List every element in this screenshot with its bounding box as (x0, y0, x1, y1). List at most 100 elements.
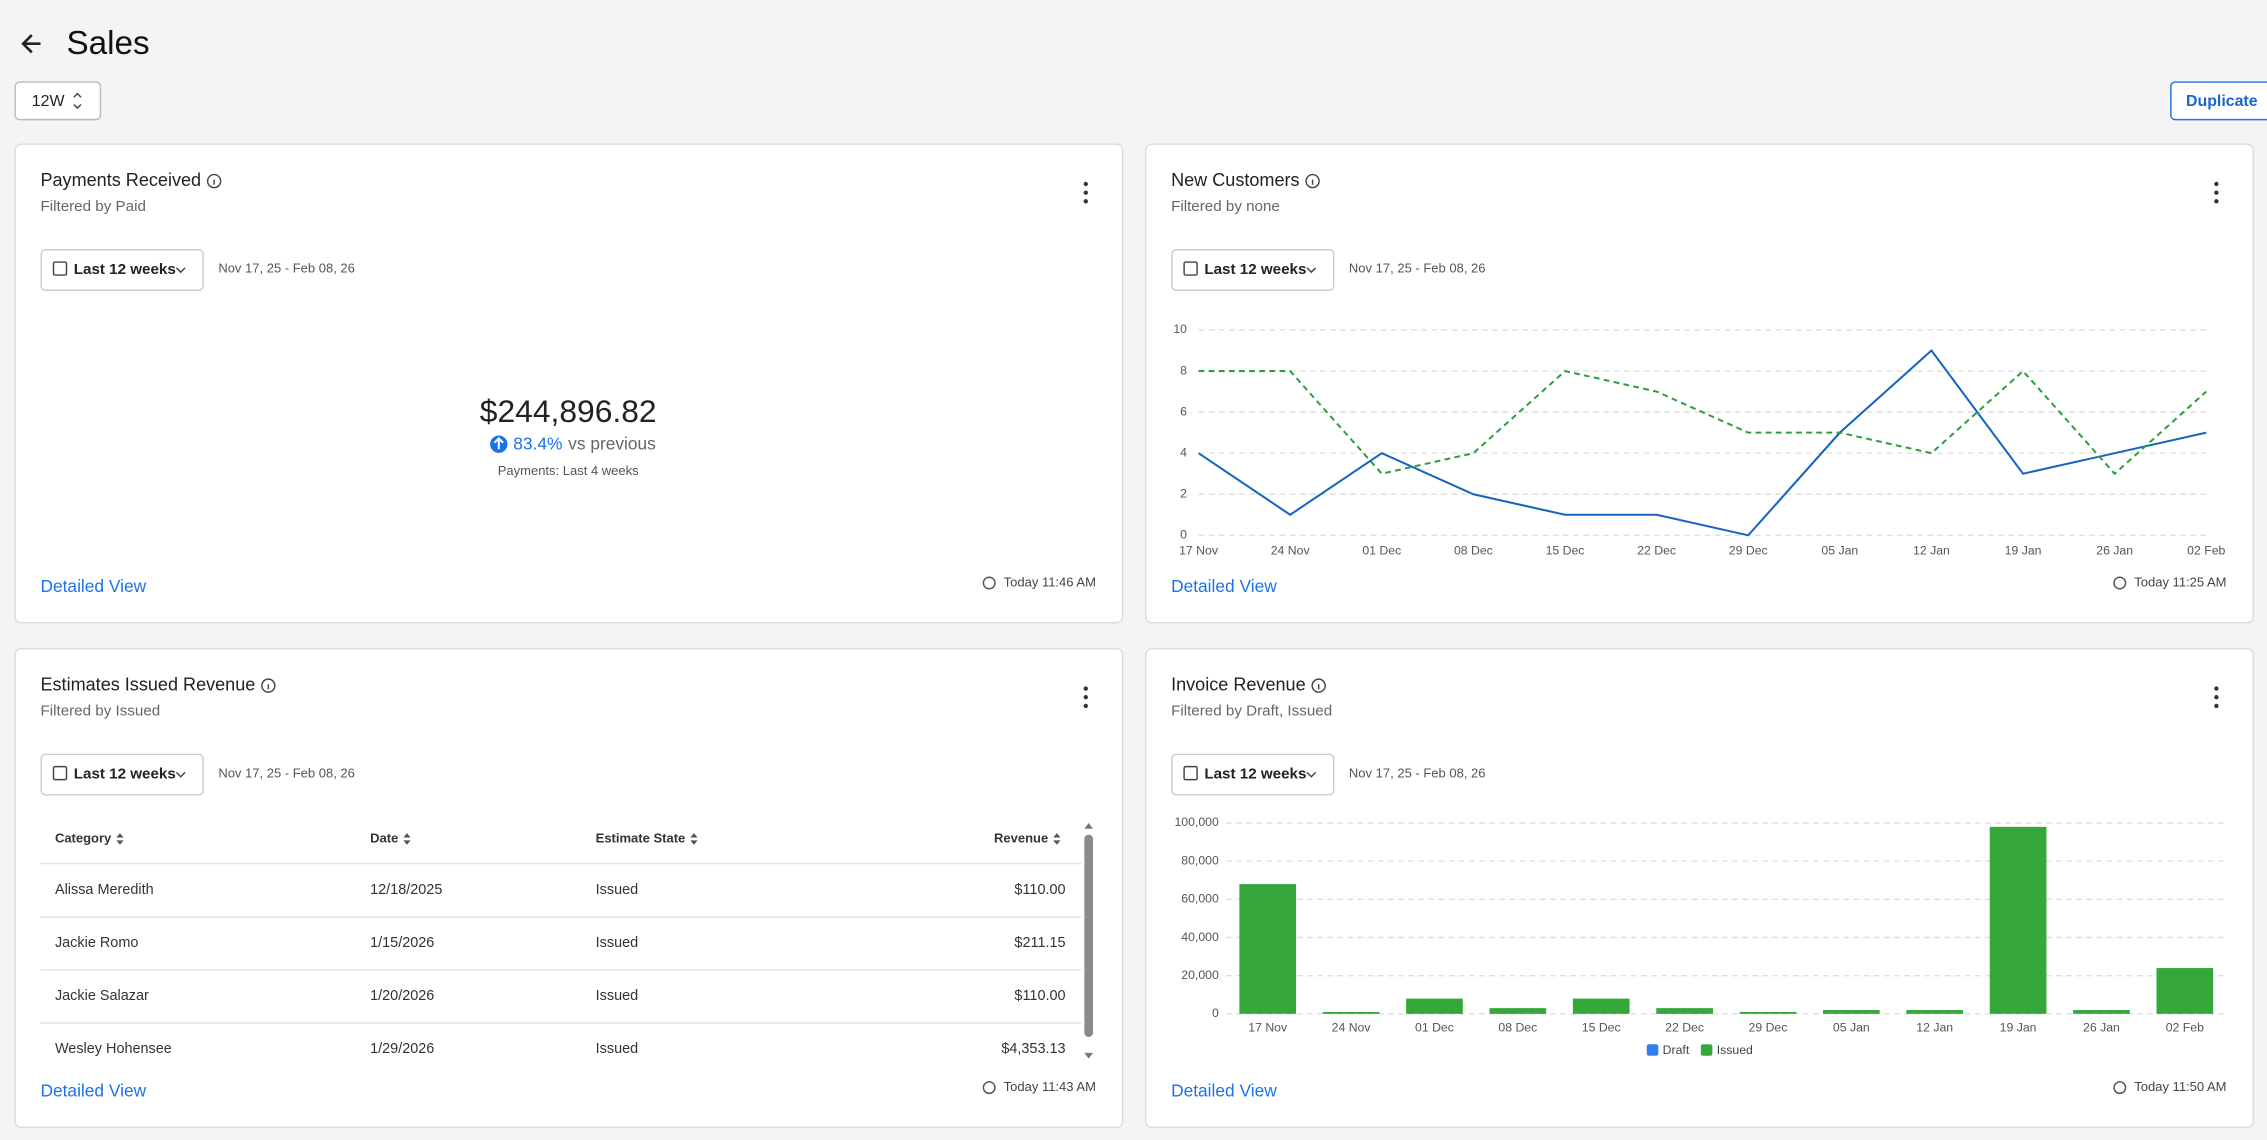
x-tick-label: 17 Nov (1179, 543, 1219, 557)
y-tick-label: 10 (1173, 322, 1187, 336)
bar (1489, 1008, 1547, 1014)
chevron (1306, 771, 1317, 778)
info-icon (206, 173, 222, 189)
column-header[interactable]: Category (55, 830, 112, 845)
menu-dot (1083, 190, 1088, 195)
detailed-view-link[interactable]: Detailed View (1171, 576, 1277, 596)
range-dropdown[interactable] (1171, 753, 1335, 796)
card-title: Estimates Issued Revenue (40, 674, 255, 694)
menu-dot (2214, 695, 2219, 700)
range-dates: Nov 17, 25 - Feb 08, 26 (1349, 765, 1486, 780)
card-subtitle: Filtered by Issued (40, 703, 160, 720)
column-header[interactable]: Revenue (994, 830, 1048, 845)
x-tick-label: 26 Jan (2083, 1021, 2120, 1035)
legend-swatch (1646, 1044, 1659, 1056)
menu-dot (2214, 686, 2219, 691)
line-series (1198, 369, 2207, 476)
y-tick-label: 4 (1180, 445, 1187, 459)
card (14, 648, 1124, 1129)
detailed-view-link[interactable]: Detailed View (40, 576, 146, 596)
x-tick-label: 08 Dec (1498, 1021, 1537, 1035)
x-tick-label: 15 Dec (1546, 543, 1585, 557)
x-tick-label: 29 Dec (1729, 543, 1768, 557)
updated-time: Today 11:25 AM (2134, 574, 2226, 589)
table-cell: Issued (596, 988, 639, 1004)
back-button[interactable] (21, 34, 41, 54)
card (1145, 648, 2254, 1129)
sort-icon (116, 833, 124, 845)
card-title: New Customers (1171, 170, 1299, 190)
period-select[interactable] (14, 81, 102, 121)
table-cell: Alissa Meredith (55, 882, 154, 898)
bar (1572, 998, 1630, 1014)
info-icon (1305, 173, 1320, 189)
card (14, 143, 1124, 624)
x-tick-label: 02 Feb (2187, 543, 2225, 557)
column-header[interactable]: Estimate State (596, 830, 686, 845)
sort-icon (403, 833, 411, 845)
calendar-icon (52, 765, 68, 781)
x-tick-label: 29 Dec (1749, 1021, 1788, 1035)
detailed-view-link[interactable]: Detailed View (1171, 1081, 1277, 1101)
range-label: Last 12 weeks (1204, 766, 1306, 783)
menu-dot (2214, 181, 2219, 187)
up-arrow (493, 437, 504, 450)
range-dropdown[interactable] (40, 753, 204, 796)
y-tick-label: 40,000 (1181, 930, 1219, 944)
table-cell: Issued (596, 882, 639, 898)
card-subtitle: Filtered by none (1171, 198, 1280, 215)
calendar-icon (52, 261, 68, 276)
legend-swatch (1700, 1044, 1713, 1056)
y-tick-label: 6 (1180, 404, 1187, 418)
calendar-icon (1183, 261, 1198, 276)
menu-dot (2214, 190, 2219, 195)
x-tick-label: 26 Jan (2096, 543, 2133, 557)
table-cell: Wesley Hohensee (55, 1041, 172, 1057)
range-dropdown[interactable] (40, 249, 204, 291)
scrollbar-thumb[interactable] (1084, 834, 1094, 1037)
bar (1906, 1010, 1964, 1014)
x-tick-label: 08 Dec (1454, 543, 1493, 557)
table-cell: Jackie Romo (55, 935, 138, 951)
detailed-view-link[interactable]: Detailed View (40, 1081, 146, 1101)
sort-icon (690, 833, 698, 845)
period-value: 12W (32, 93, 65, 110)
scroll-down (1084, 1052, 1094, 1059)
bar (1322, 1011, 1380, 1014)
chevron (175, 771, 186, 778)
clock-icon (982, 1081, 996, 1095)
kpi-change: 83.4% (513, 434, 562, 454)
line-series (1197, 349, 2207, 537)
menu-dot (1083, 695, 1088, 700)
bar (1989, 826, 2047, 1014)
clock-icon (2113, 576, 2127, 590)
bar (2156, 968, 2214, 1014)
clock-icon (2113, 1081, 2127, 1095)
legend-label: Issued (1717, 1043, 1753, 1057)
y-tick-label: 8 (1180, 363, 1187, 377)
kpi-total: $244,896.82 (480, 393, 657, 429)
y-tick-label: 60,000 (1181, 892, 1219, 906)
bar (1822, 1010, 1880, 1014)
legend-label: Draft (1663, 1043, 1690, 1057)
column-header[interactable]: Date (370, 830, 398, 845)
y-tick-label: 0 (1212, 1006, 1219, 1020)
updated-time: Today 11:43 AM (1004, 1079, 1096, 1094)
table-cell: $110.00 (1014, 882, 1065, 898)
menu-dot (1083, 199, 1088, 204)
kpi-note: Payments: Last 4 weeks (498, 463, 639, 478)
x-tick-label: 01 Dec (1415, 1021, 1454, 1035)
x-tick-label: 22 Dec (1637, 543, 1676, 557)
chevron (175, 267, 186, 274)
sort-icon (1053, 833, 1061, 845)
x-tick-label: 15 Dec (1582, 1021, 1621, 1035)
card (1145, 143, 2254, 624)
duplicate-button[interactable] (2170, 81, 2267, 121)
range-label: Last 12 weeks (74, 261, 176, 278)
bar (1406, 998, 1463, 1014)
table-cell: 1/15/2026 (370, 935, 434, 951)
range-label: Last 12 weeks (1204, 261, 1306, 278)
range-dropdown[interactable] (1171, 249, 1335, 291)
x-tick-label: 01 Dec (1362, 543, 1401, 557)
